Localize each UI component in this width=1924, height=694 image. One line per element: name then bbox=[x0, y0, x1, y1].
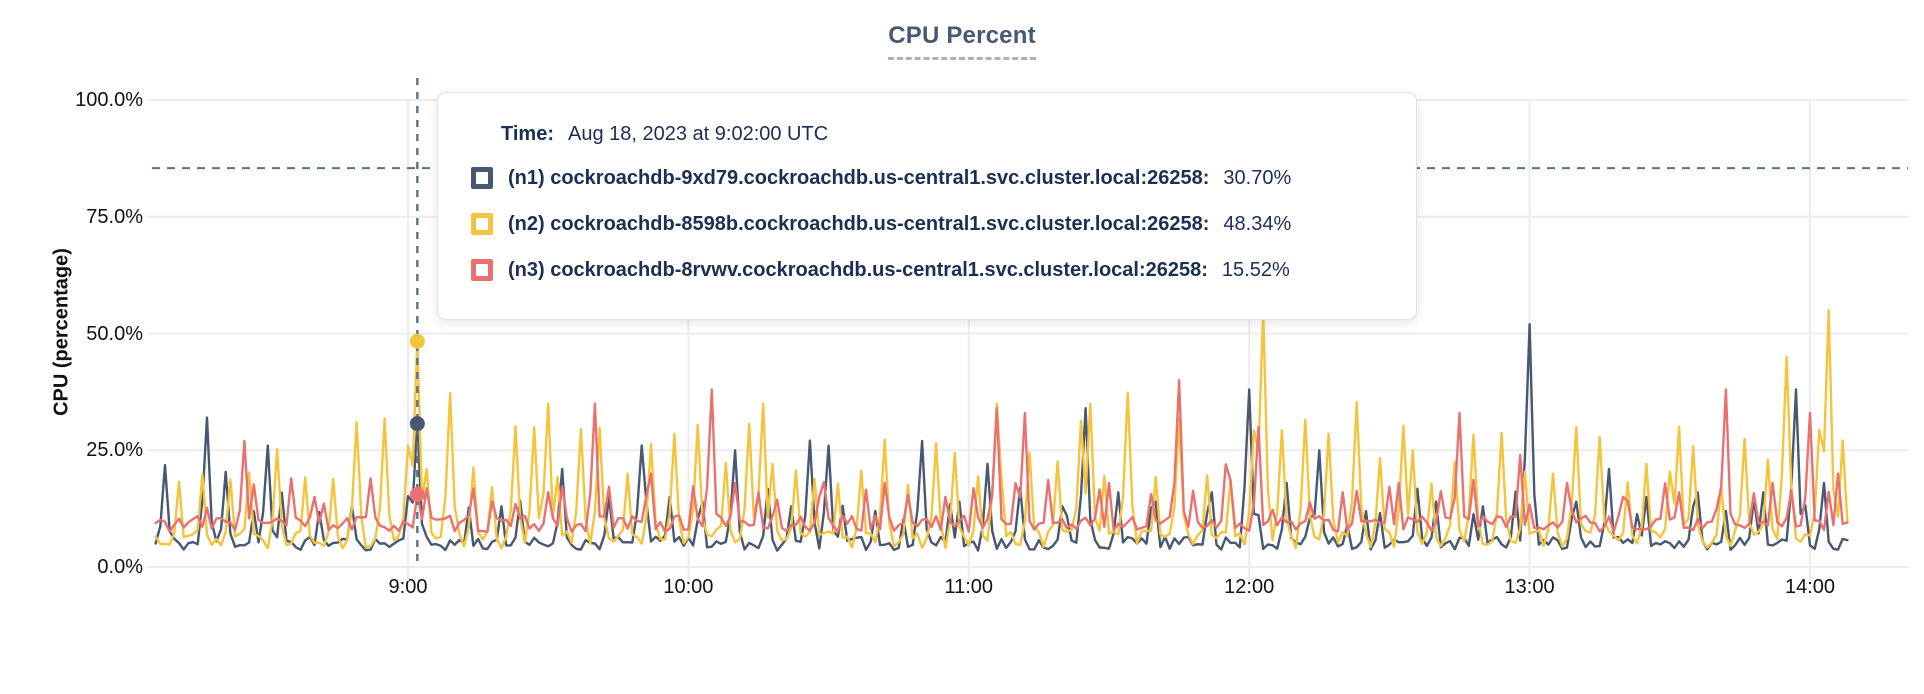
series-n1-label: (n1) cockroachdb-9xd79.cockroachdb.us-ce… bbox=[508, 166, 1210, 189]
tooltip-time-label: Time: bbox=[501, 122, 554, 145]
y-tick-label: 0.0% bbox=[97, 556, 143, 578]
y-tick-label: 75.0% bbox=[86, 205, 143, 228]
series-n2-label: (n2) cockroachdb-8598b.cockroachdb.us-ce… bbox=[508, 212, 1210, 235]
hover-tooltip: Time: Aug 18, 2023 at 9:02:00 UTC (n1) c… bbox=[437, 92, 1417, 320]
series-n1-marker-icon bbox=[471, 167, 493, 189]
chart-header: CPU Percent bbox=[0, 22, 1924, 60]
tooltip-time-value: Aug 18, 2023 at 9:02:00 UTC bbox=[567, 122, 829, 145]
legend-row-n3: (n3) cockroachdb-8rvwv.cockroachdb.us-ce… bbox=[471, 247, 1392, 293]
series-line-n2 bbox=[154, 308, 1849, 550]
legend-row-n1: (n1) cockroachdb-9xd79.cockroachdb.us-ce… bbox=[471, 155, 1392, 201]
x-tick-label: 12:00 bbox=[1224, 576, 1275, 598]
series-line-n3 bbox=[154, 379, 1849, 533]
chart-title: CPU Percent bbox=[888, 22, 1036, 60]
tooltip-time-row: Time: Aug 18, 2023 at 9:02:00 UTC bbox=[501, 113, 1392, 155]
series-line-n1 bbox=[154, 323, 1849, 552]
y-tick-label: 25.0% bbox=[86, 439, 143, 462]
hover-point-n3 bbox=[409, 487, 425, 503]
x-tick-label: 11:00 bbox=[944, 576, 994, 598]
y-tick-label: 100.0% bbox=[75, 89, 143, 111]
hover-point-n1 bbox=[409, 416, 425, 432]
series-n3-marker-icon bbox=[471, 259, 493, 281]
x-tick-label: 13:00 bbox=[1504, 576, 1555, 598]
x-tick-label: 9:00 bbox=[388, 576, 428, 598]
x-tick-label: 14:00 bbox=[1784, 576, 1836, 598]
y-tick-label: 50.0% bbox=[86, 322, 143, 345]
series-n1-value: 30.70% bbox=[1223, 166, 1292, 189]
series-n3-label: (n3) cockroachdb-8rvwv.cockroachdb.us-ce… bbox=[508, 258, 1208, 281]
series-n3-value: 15.52% bbox=[1221, 258, 1290, 281]
series-n2-value: 48.34% bbox=[1223, 212, 1292, 235]
legend-row-n2: (n2) cockroachdb-8598b.cockroachdb.us-ce… bbox=[471, 201, 1392, 247]
series-n2-marker-icon bbox=[471, 213, 493, 235]
hover-point-n2 bbox=[409, 333, 425, 349]
x-tick-label: 10:00 bbox=[663, 576, 714, 598]
